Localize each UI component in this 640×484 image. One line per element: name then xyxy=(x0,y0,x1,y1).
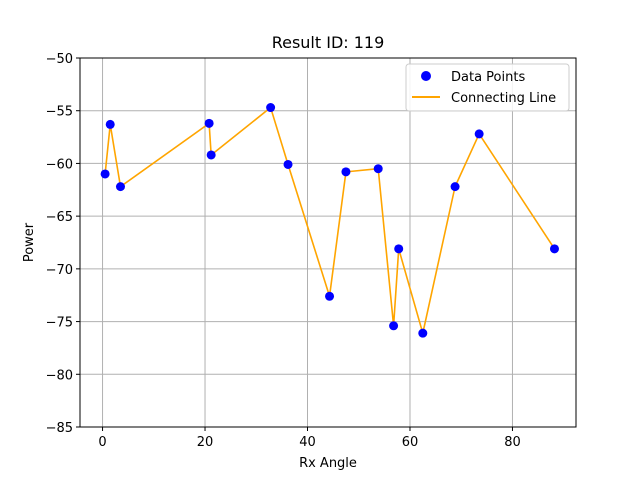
legend-label-data-points: Data Points xyxy=(451,70,525,85)
x-tick-label: 60 xyxy=(402,435,419,450)
series-line-connecting-line xyxy=(104,106,556,334)
data-point xyxy=(549,244,559,254)
y-axis-label: Power xyxy=(22,222,37,262)
data-point xyxy=(418,328,428,338)
data-point xyxy=(206,150,216,160)
data-point xyxy=(266,103,276,113)
chart-title: Result ID: 119 xyxy=(272,33,385,52)
legend: Data Points Connecting Line xyxy=(405,63,570,112)
series-line-layer xyxy=(104,106,556,334)
y-tick-label: −65 xyxy=(46,210,73,225)
data-point xyxy=(394,244,404,254)
y-tick-label: −70 xyxy=(46,263,73,278)
grid xyxy=(80,57,576,428)
x-tick-label: 0 xyxy=(98,435,106,450)
y-tick-label: −80 xyxy=(46,368,73,383)
data-point xyxy=(100,169,110,179)
data-point xyxy=(341,167,351,177)
legend-box xyxy=(405,63,570,112)
legend-marker-data-points xyxy=(421,71,431,81)
data-point xyxy=(105,119,115,129)
plot-frame xyxy=(79,57,577,428)
y-tick-label: −85 xyxy=(46,421,73,436)
y-tick-label: −50 xyxy=(46,52,73,67)
x-tick-label: 40 xyxy=(299,435,316,450)
axis-ticks: 0 20 40 60 80 −85 −80 −75 −70 −65 −60 −55 −50 xyxy=(46,52,521,450)
data-point xyxy=(474,129,484,139)
data-point xyxy=(389,321,399,331)
data-point xyxy=(325,291,335,301)
data-point xyxy=(373,164,383,174)
x-axis-label: Rx Angle xyxy=(299,456,357,471)
data-point xyxy=(204,118,214,128)
x-tick-label: 80 xyxy=(504,435,521,450)
y-tick-label: −60 xyxy=(46,157,73,172)
legend-label-connecting-line: Connecting Line xyxy=(451,91,556,106)
x-tick-label: 20 xyxy=(197,435,214,450)
y-tick-label: −75 xyxy=(46,316,73,331)
data-point xyxy=(450,182,460,192)
series-points-layer xyxy=(100,103,559,338)
y-tick-label: −55 xyxy=(46,105,73,120)
data-point xyxy=(283,159,293,169)
data-point xyxy=(115,182,125,192)
